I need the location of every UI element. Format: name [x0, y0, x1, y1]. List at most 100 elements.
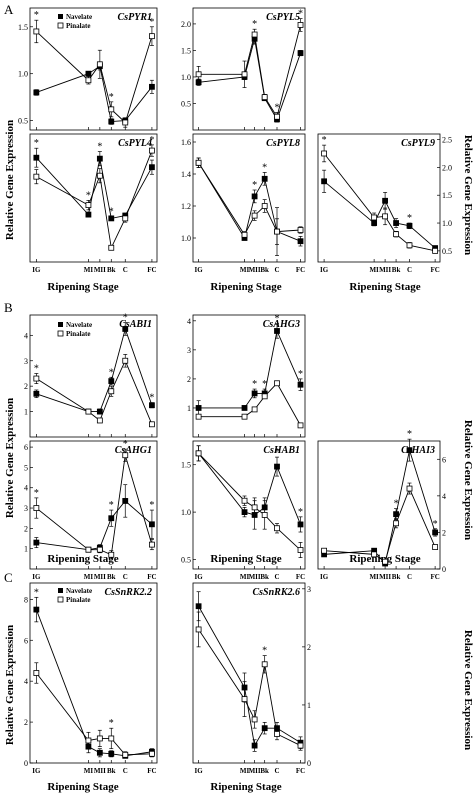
plot-frame — [29, 440, 158, 570]
legend-a: Navelate Pinalate — [57, 13, 92, 30]
chart-title: CsHAB1 — [263, 445, 300, 456]
y-tick-label: 4 — [187, 317, 191, 326]
data-point — [251, 406, 258, 413]
x-tick-label: MII — [249, 767, 261, 775]
data-point — [251, 504, 258, 511]
significance-mark: * — [34, 10, 39, 21]
x-tick-label: FC — [147, 573, 156, 581]
y-tick-label: 4 — [24, 677, 28, 686]
significance-mark: * — [275, 102, 280, 113]
legend-pinalate-marker — [57, 330, 64, 337]
data-point — [149, 147, 155, 154]
significance-mark: * — [34, 488, 39, 499]
series-line — [198, 24, 301, 118]
data-point — [393, 520, 399, 527]
data-point — [406, 242, 413, 249]
significance-mark: * — [275, 447, 280, 458]
significance-mark: * — [298, 507, 303, 518]
xlabel-a2: Ripening Stage — [210, 281, 281, 293]
x-tick-label: MI — [240, 767, 250, 775]
legend-b: Navelate Pinalate — [57, 321, 92, 338]
data-point — [122, 326, 129, 332]
significance-mark: * — [109, 367, 114, 378]
ylabel-a: Relative Gene Expression — [4, 120, 16, 240]
x-tick-label: Bk — [107, 266, 116, 274]
data-point — [251, 390, 258, 397]
x-tick-label: IG — [320, 266, 329, 274]
series-line — [198, 162, 301, 236]
data-point — [274, 113, 280, 120]
data-point — [251, 212, 258, 219]
significance-mark: * — [109, 718, 114, 729]
series-pinalate — [33, 144, 155, 251]
data-point — [195, 450, 202, 457]
plot-frame — [192, 582, 306, 764]
y-tick-label: 1.2 — [181, 202, 191, 211]
data-point — [149, 750, 155, 757]
data-point — [321, 150, 328, 157]
data-point — [406, 485, 413, 492]
x-tick-label: FC — [296, 266, 305, 274]
x-tick-label: MI — [240, 573, 250, 581]
data-point — [96, 546, 103, 553]
series-pinalate — [33, 19, 155, 128]
x-tick-label: MI — [369, 266, 379, 274]
series-line — [35, 609, 152, 757]
data-point — [241, 413, 248, 420]
data-point — [274, 328, 280, 334]
data-point — [195, 405, 202, 411]
data-point — [149, 421, 155, 428]
series-pinalate — [195, 18, 304, 122]
data-point — [108, 378, 115, 384]
chart-title: CsABI1 — [119, 319, 152, 330]
series-line — [324, 448, 436, 565]
plot-frame — [29, 314, 158, 438]
series-line — [36, 150, 153, 250]
y-tick-label: 1.5 — [181, 46, 191, 55]
chart-cssnrk2-6: 0 1 2 3 IG MI MII Bk C FC CsSnRK2.6 * — [192, 582, 311, 775]
x-tick-label: Bk — [260, 266, 269, 274]
data-point — [108, 106, 115, 113]
x-tick-label: Bk — [392, 573, 401, 581]
data-point — [33, 173, 40, 180]
data-point — [393, 231, 399, 238]
x-tick-label: MII — [94, 266, 106, 274]
ylabel-c: Relative Gene Expression — [4, 625, 16, 745]
data-point — [241, 405, 248, 411]
chart-title: CsPYL9 — [401, 138, 435, 149]
x-tick-label: C — [123, 573, 128, 581]
significance-mark: * — [149, 135, 154, 146]
data-point — [393, 511, 399, 518]
x-tick-label: Bk — [260, 573, 269, 581]
data-point — [85, 211, 92, 218]
data-point — [108, 244, 115, 251]
x-tick-label: MI — [84, 767, 94, 775]
legend-pinalate-label: Pinalate — [66, 596, 91, 604]
y-tick-label: 1.6 — [181, 138, 191, 147]
data-point — [251, 716, 258, 723]
series-line — [36, 500, 153, 551]
legend-pinalate-marker — [57, 596, 64, 603]
x-tick-label: MII — [249, 266, 261, 274]
series-line — [198, 382, 301, 426]
data-point — [149, 83, 155, 90]
chart-title: CsPYR1 — [118, 12, 152, 23]
plot-area: 0.51.01.5CsPYR1***0.51.01.52.0CsPYL5***I… — [18, 7, 452, 775]
x-tick-label: Bk — [260, 767, 269, 775]
data-point — [297, 238, 304, 245]
xlabel-a1: Ripening Stage — [47, 281, 118, 293]
x-tick-label: C — [407, 573, 412, 581]
data-point — [96, 172, 103, 179]
y-tick-label: 0 — [24, 759, 28, 768]
data-point — [85, 737, 92, 744]
series-navelate — [33, 147, 155, 222]
data-point — [241, 497, 248, 504]
y-tick-label: 2 — [442, 528, 446, 537]
plot-frame — [192, 7, 306, 131]
series-navelate — [321, 169, 439, 251]
series-navelate — [33, 322, 155, 415]
series-pinalate — [195, 445, 304, 558]
significance-mark: * — [149, 393, 154, 404]
y-tick-label: 4 — [442, 492, 446, 501]
